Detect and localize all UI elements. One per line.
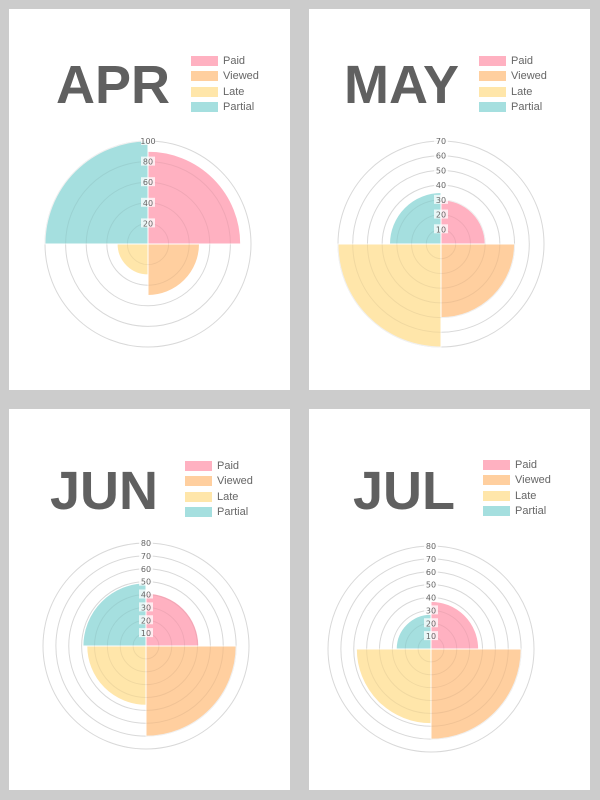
legend-swatch — [185, 491, 212, 502]
wedge-viewed[interactable] — [440, 243, 516, 319]
legend-label: Late — [217, 490, 239, 503]
wedge-paid[interactable] — [147, 150, 242, 245]
legend-swatch — [483, 460, 510, 470]
legend-label: Paid — [223, 55, 246, 67]
legend-label: Partial — [217, 505, 249, 518]
legend-swatch — [191, 86, 218, 97]
wedge-late[interactable] — [355, 648, 432, 725]
legend-swatch — [185, 506, 212, 517]
legend-label: Viewed — [223, 70, 259, 83]
legend-label: Viewed — [217, 475, 253, 488]
wedge-viewed[interactable] — [145, 645, 237, 737]
legend-swatch — [479, 56, 506, 66]
legend-swatch — [483, 490, 510, 501]
legend-swatch — [191, 101, 218, 112]
legend-label: Late — [223, 85, 245, 98]
legend-swatch — [479, 71, 506, 82]
wedge-paid[interactable] — [430, 600, 480, 650]
wedge-partial[interactable] — [44, 140, 149, 245]
legend-label: Viewed — [515, 474, 551, 487]
wedge-late[interactable] — [337, 243, 442, 348]
wedge-late[interactable] — [86, 645, 147, 706]
legend-swatch — [479, 101, 506, 112]
legend-swatch — [191, 56, 218, 66]
chart-title: JUL — [353, 461, 456, 521]
legend-label: Paid — [217, 460, 240, 472]
legend-label: Viewed — [511, 70, 547, 83]
legend-label: Partial — [511, 100, 543, 113]
wedge-viewed[interactable] — [430, 648, 522, 740]
legend-label: Late — [511, 85, 533, 98]
legend-label: Partial — [223, 100, 255, 113]
wedge-partial[interactable] — [82, 582, 147, 647]
wedge-partial[interactable] — [395, 613, 432, 650]
chart-title: JUN — [50, 461, 159, 521]
legend-swatch — [483, 505, 510, 516]
legend-label: Paid — [515, 459, 538, 471]
legend-swatch — [185, 461, 212, 471]
legend-label: Late — [515, 489, 537, 502]
chart-title: APR — [56, 55, 171, 115]
legend-swatch — [479, 86, 506, 97]
legend-label: Partial — [515, 504, 547, 517]
legend-swatch — [191, 71, 218, 82]
wedge-partial[interactable] — [388, 191, 442, 245]
legend-swatch — [185, 476, 212, 487]
wedge-late[interactable] — [116, 243, 149, 276]
legend-swatch — [483, 475, 510, 486]
wedge-viewed[interactable] — [147, 243, 201, 297]
chart-title: MAY — [344, 55, 460, 115]
legend-label: Paid — [511, 55, 534, 67]
